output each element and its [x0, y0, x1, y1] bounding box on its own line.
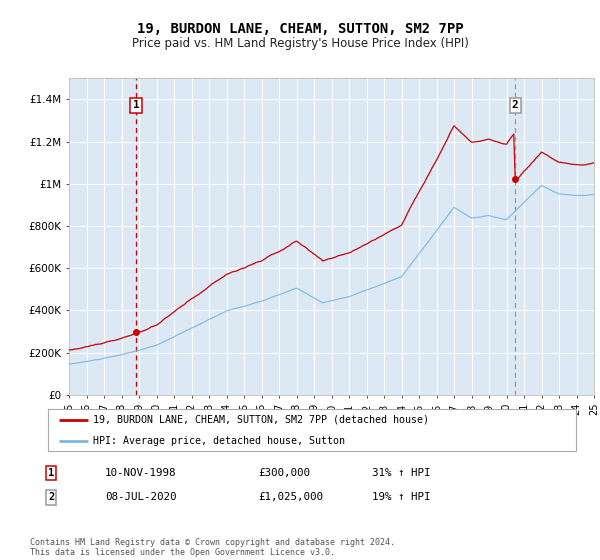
Text: 31% ↑ HPI: 31% ↑ HPI — [372, 468, 431, 478]
Text: 08-JUL-2020: 08-JUL-2020 — [105, 492, 176, 502]
Text: 10-NOV-1998: 10-NOV-1998 — [105, 468, 176, 478]
Text: Price paid vs. HM Land Registry's House Price Index (HPI): Price paid vs. HM Land Registry's House … — [131, 38, 469, 50]
Text: Contains HM Land Registry data © Crown copyright and database right 2024.
This d: Contains HM Land Registry data © Crown c… — [30, 538, 395, 557]
Text: 2: 2 — [512, 100, 518, 110]
Text: 1: 1 — [48, 468, 54, 478]
Text: £1,025,000: £1,025,000 — [258, 492, 323, 502]
Text: 19, BURDON LANE, CHEAM, SUTTON, SM2 7PP: 19, BURDON LANE, CHEAM, SUTTON, SM2 7PP — [137, 22, 463, 36]
Text: 2: 2 — [48, 492, 54, 502]
Text: £300,000: £300,000 — [258, 468, 310, 478]
Text: 1: 1 — [133, 100, 139, 110]
Text: 19, BURDON LANE, CHEAM, SUTTON, SM2 7PP (detached house): 19, BURDON LANE, CHEAM, SUTTON, SM2 7PP … — [93, 415, 429, 424]
Text: HPI: Average price, detached house, Sutton: HPI: Average price, detached house, Sutt… — [93, 436, 345, 446]
Text: 19% ↑ HPI: 19% ↑ HPI — [372, 492, 431, 502]
